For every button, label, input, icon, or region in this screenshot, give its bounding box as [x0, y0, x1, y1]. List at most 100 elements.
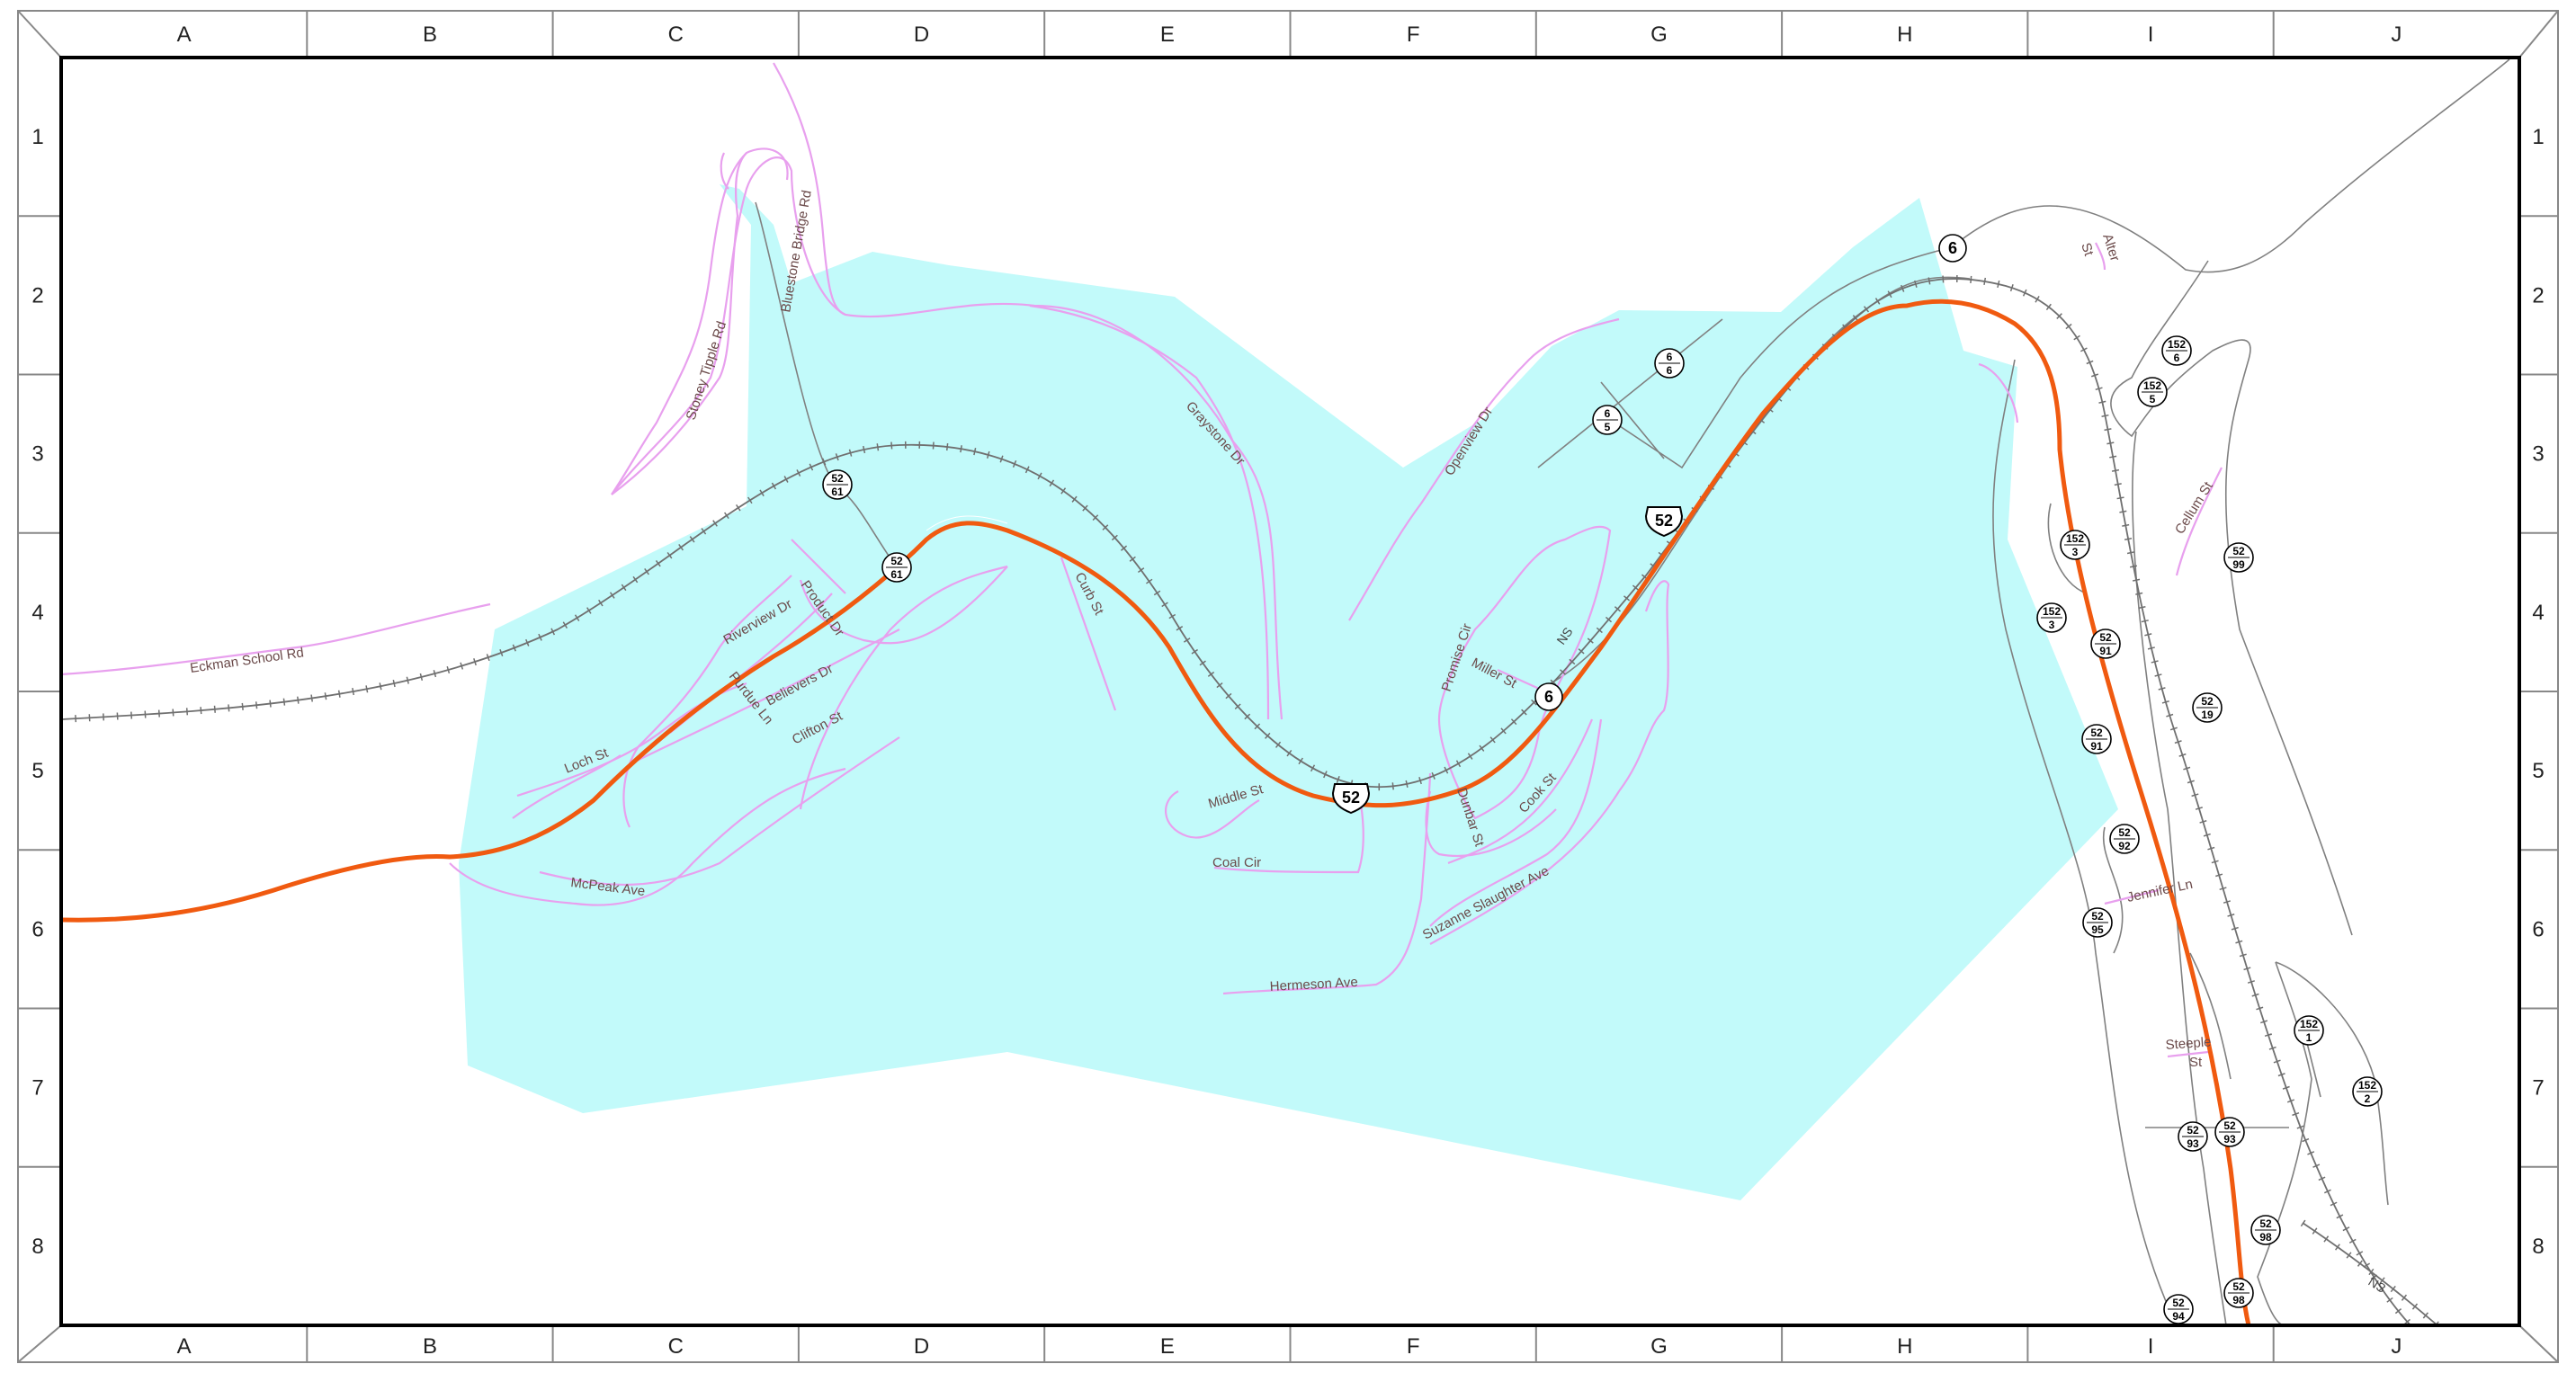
column-label-bottom: H	[1897, 1334, 1912, 1359]
svg-text:98: 98	[2259, 1231, 2272, 1244]
svg-text:6: 6	[1948, 239, 1957, 257]
local-streets	[61, 62, 2223, 1058]
svg-text:52: 52	[1342, 789, 1360, 807]
svg-text:3: 3	[2049, 619, 2055, 631]
label-alter-st: St	[2078, 241, 2097, 259]
svg-text:6: 6	[1544, 688, 1553, 706]
us-52-shield[interactable]: 52	[1644, 506, 1684, 538]
svg-text:6: 6	[2174, 352, 2180, 364]
row-label-left: 8	[31, 1235, 43, 1259]
row-label-left: 1	[31, 125, 43, 149]
svg-text:91: 91	[2090, 740, 2103, 753]
column-label-bottom: D	[914, 1334, 929, 1359]
svg-text:52: 52	[2232, 545, 2245, 557]
column-label-bottom: J	[2391, 1334, 2402, 1359]
route-circle-shield[interactable]: 66	[1654, 348, 1685, 379]
route-6-circle[interactable]: 6	[1938, 234, 1967, 263]
row-labels-left: 1 2 3 4 5 6 7 8	[31, 125, 43, 1259]
row-label-left: 5	[31, 759, 43, 783]
svg-text:152: 152	[2143, 379, 2161, 392]
svg-text:94: 94	[2172, 1310, 2185, 1323]
column-label-top: B	[423, 22, 437, 47]
column-label-top: G	[1650, 22, 1668, 47]
column-labels-top: A B C D E F G H I J	[177, 22, 2402, 47]
row-label-right: 6	[2532, 917, 2544, 941]
label-steeple: Steeple	[2165, 1034, 2212, 1053]
svg-text:91: 91	[2099, 645, 2112, 657]
column-label-bottom: I	[2148, 1334, 2154, 1359]
route-6-circle[interactable]: 6	[1534, 682, 1563, 711]
column-label-bottom: E	[1160, 1334, 1175, 1359]
label-coal-cir: Coal Cir	[1212, 855, 1261, 870]
service-area	[459, 184, 2118, 1200]
row-label-left: 2	[31, 283, 43, 308]
us-52-shield[interactable]: 52	[1331, 783, 1371, 815]
label-hermeson-ave: Hermeson Ave	[1269, 975, 1358, 994]
svg-text:6: 6	[1667, 364, 1673, 377]
row-label-right: 5	[2532, 759, 2544, 783]
svg-text:52: 52	[2118, 826, 2131, 839]
row-label-right: 7	[2532, 1076, 2544, 1101]
svg-text:61: 61	[890, 568, 903, 581]
svg-text:52: 52	[2099, 631, 2112, 644]
route-circle-shield[interactable]: 65	[1592, 405, 1623, 435]
svg-text:93: 93	[2187, 1137, 2199, 1150]
svg-text:6: 6	[1667, 351, 1673, 363]
svg-text:152: 152	[2168, 338, 2186, 351]
column-label-top: D	[914, 22, 929, 47]
svg-text:3: 3	[2072, 546, 2079, 558]
svg-text:52: 52	[2201, 695, 2214, 708]
svg-text:95: 95	[2091, 923, 2104, 936]
svg-text:1: 1	[2306, 1031, 2312, 1044]
svg-text:5: 5	[1605, 421, 1611, 433]
row-label-left: 7	[31, 1076, 43, 1101]
svg-text:99: 99	[2232, 558, 2245, 571]
column-label-top: I	[2148, 22, 2154, 47]
row-label-right: 4	[2532, 601, 2544, 625]
svg-text:152: 152	[2358, 1079, 2376, 1092]
column-label-top: A	[177, 22, 192, 47]
column-label-top: J	[2391, 22, 2402, 47]
svg-text:152: 152	[2043, 605, 2061, 618]
svg-text:93: 93	[2223, 1133, 2236, 1146]
row-label-right: 8	[2532, 1235, 2544, 1259]
us-route-52[interactable]	[61, 299, 2251, 1325]
column-label-top: C	[668, 22, 684, 47]
row-label-left: 6	[31, 917, 43, 941]
column-label-bottom: G	[1650, 1334, 1668, 1359]
railroad[interactable]	[61, 275, 2440, 1325]
svg-text:5: 5	[2150, 393, 2156, 406]
svg-text:6: 6	[1605, 407, 1611, 420]
row-labels-right: 1 2 3 4 5 6 7 8	[2532, 125, 2544, 1259]
svg-text:52: 52	[1655, 512, 1673, 530]
svg-text:92: 92	[2118, 840, 2131, 852]
row-label-right: 2	[2532, 283, 2544, 308]
svg-text:52: 52	[831, 472, 844, 485]
column-label-bottom: B	[423, 1334, 437, 1359]
svg-text:52: 52	[2091, 910, 2104, 923]
row-label-left: 3	[31, 442, 43, 467]
column-label-bottom: F	[1407, 1334, 1420, 1359]
svg-text:152: 152	[2300, 1018, 2318, 1030]
route-shields[interactable]: 52 52 6 6 526152616665152615251523152352…	[822, 234, 2383, 1324]
